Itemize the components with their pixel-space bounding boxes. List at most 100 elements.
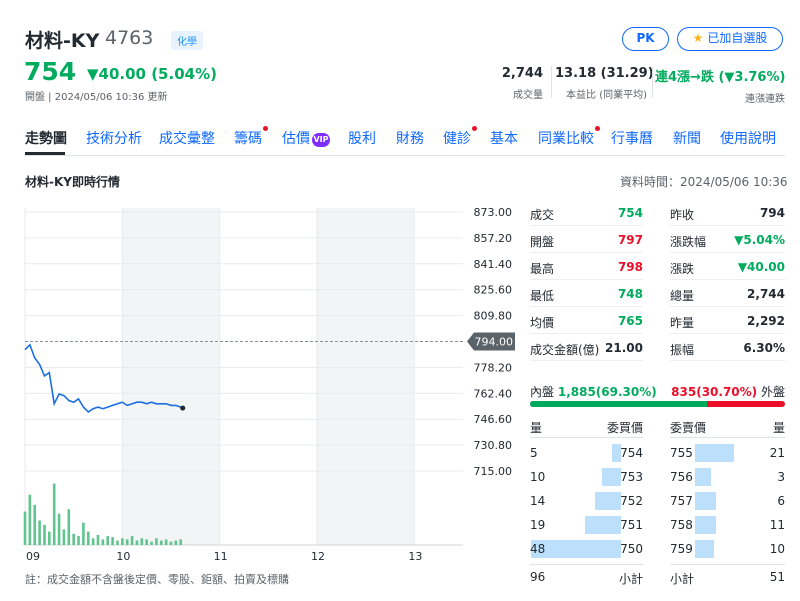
y-tick-label: 730.80: [474, 439, 513, 452]
volume-bar: [96, 534, 100, 545]
ask-row: 759 10: [670, 537, 785, 561]
ask-price[interactable]: 756: [670, 470, 693, 484]
stat-label: 漲跌: [670, 262, 695, 276]
volume-bar: [164, 539, 168, 545]
ask-price[interactable]: 758: [670, 518, 693, 532]
tab-item[interactable]: 健診: [443, 126, 477, 148]
stat-label: 最高: [530, 262, 555, 276]
tab-item[interactable]: 新聞: [673, 128, 701, 148]
ask-price[interactable]: 757: [670, 494, 693, 508]
tab-label: 同業比較: [538, 131, 594, 147]
ask-size-bar: [695, 468, 711, 486]
current-price: 754: [24, 57, 77, 86]
tab-item[interactable]: 股利: [348, 128, 376, 148]
section-title: 材料-KY即時行情: [25, 175, 120, 189]
bid-price[interactable]: 752: [620, 494, 643, 508]
tab-label: 股利: [348, 131, 376, 147]
inner-volume: 內盤 1,885(69.30%): [530, 383, 657, 400]
ask-price[interactable]: 755: [670, 446, 693, 460]
volume-bar: [23, 511, 27, 545]
watchlist-button[interactable]: ★ 已加自選股: [677, 27, 783, 51]
tab-item[interactable]: 技術分析: [86, 128, 142, 148]
tab-item[interactable]: 行事曆: [611, 128, 653, 148]
stat-row: 開盤 797: [530, 227, 643, 253]
stat-value: 748: [617, 287, 643, 301]
tab-item[interactable]: 走勢圖: [25, 128, 67, 148]
ask-row: 758 11: [670, 513, 785, 537]
stat-row: 振幅 6.30%: [670, 335, 785, 361]
tab-item[interactable]: 財務: [396, 128, 424, 148]
stat-row: 總量 2,744: [670, 281, 785, 307]
ask-subtotal-label: 小計: [670, 572, 695, 586]
tab-item[interactable]: 籌碼: [234, 126, 268, 148]
header-stat-label: 連漲連跌: [745, 94, 785, 105]
bid-price[interactable]: 751: [620, 518, 643, 532]
hour-band: [317, 208, 415, 545]
volume-bar: [155, 538, 158, 545]
tab-item[interactable]: 使用說明: [720, 128, 776, 148]
tab-label: 基本: [490, 131, 518, 147]
category-badge[interactable]: 化學: [171, 31, 203, 50]
tab-item[interactable]: 成交彙整: [159, 128, 215, 148]
stat-value: 797: [617, 233, 643, 247]
ask-row: 757 6: [670, 489, 785, 513]
tab-item[interactable]: 同業比較: [538, 126, 600, 148]
stat-row: 成交金額(億) 21.00: [530, 335, 643, 361]
active-tab-indicator: [25, 152, 65, 155]
volume-bar: [33, 504, 37, 545]
volume-bar: [121, 538, 124, 545]
ask-size-bar: [695, 492, 717, 510]
header-stat-pe: 13.18 (31.29) 本益比 (同業平均): [555, 66, 654, 101]
tab-bar: 走勢圖 技術分析 成交彙整 籌碼 估價 VIP 股利 財務 健診 基本 同業比較 行事曆 新聞 使用說明: [25, 126, 785, 156]
data-time: 資料時間：2024/05/06 10:36: [620, 175, 788, 189]
volume-bar: [150, 541, 153, 545]
stat-label: 成交金額(億): [530, 343, 600, 357]
ask-price[interactable]: 759: [670, 542, 693, 556]
price-line: [24, 343, 181, 414]
intraday-chart[interactable]: 794.00 873.00 857.20 841.40 825.60 809.80 778.…: [22, 200, 527, 565]
header-stat-value: 2,744: [501, 66, 543, 81]
volume-bar: [86, 531, 90, 545]
tab-item[interactable]: 基本: [490, 128, 518, 148]
y-tick-label: 715.00: [474, 465, 513, 478]
stat-row: 漲跌 ▼40.00: [670, 254, 785, 280]
divider: [530, 437, 643, 438]
ask-total: 51: [769, 570, 785, 584]
update-status: 開盤 | 2024/05/06 10:36 更新: [25, 92, 168, 103]
ask-row: 756 3: [670, 465, 785, 489]
vip-badge: VIP: [312, 133, 330, 147]
outer-volume: 835(30.70%) 外盤: [650, 383, 785, 400]
ask-qty: 3: [777, 470, 785, 484]
volume-bar: [48, 531, 51, 545]
bid-price[interactable]: 750: [620, 542, 643, 556]
stat-label: 最低: [530, 289, 555, 303]
stat-value: 2,744: [747, 287, 785, 301]
ask-qty-header: 量: [772, 421, 785, 435]
tab-item[interactable]: 估價 VIP: [282, 128, 330, 148]
stat-value: 798: [617, 260, 643, 274]
header-stat-label: 成交量: [513, 90, 543, 101]
stat-value: ▼40.00: [737, 260, 785, 274]
volume-bar: [77, 536, 80, 545]
ask-size-bar: [695, 540, 714, 558]
pk-button[interactable]: PK: [622, 27, 669, 51]
volume-bar: [91, 538, 95, 545]
bid-price[interactable]: 753: [620, 470, 643, 484]
stat-value: 794: [759, 206, 785, 220]
volume-bar: [38, 520, 41, 545]
volume-bar: [174, 540, 178, 545]
y-tick-label: 809.80: [474, 310, 513, 323]
notification-dot-icon: [595, 126, 600, 131]
y-tick-label: 841.40: [474, 258, 513, 271]
bid-price[interactable]: 754: [620, 446, 643, 460]
volume-bar: [101, 539, 105, 545]
tab-label: 行事曆: [611, 131, 653, 147]
bid-qty: 19: [530, 518, 546, 532]
tab-label: 財務: [396, 131, 424, 147]
stat-label: 振幅: [670, 343, 695, 357]
volume-bar: [140, 538, 144, 545]
outer-value: 835(30.70%): [671, 385, 758, 399]
stock-code: 4763: [105, 27, 154, 49]
bid-size-bar: [531, 540, 621, 558]
stat-row: 最低 748: [530, 281, 643, 307]
